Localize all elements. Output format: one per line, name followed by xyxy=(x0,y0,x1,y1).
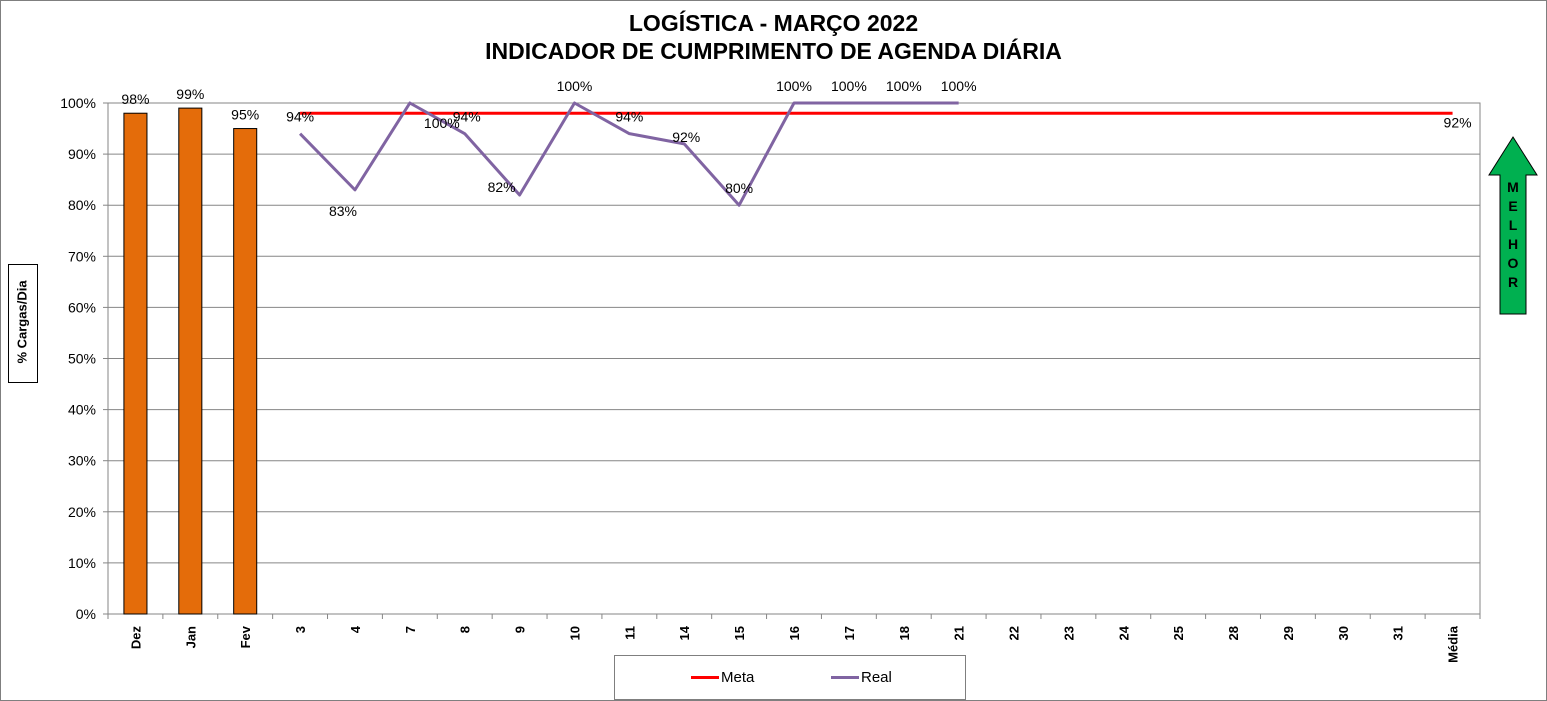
x-tick-label: 22 xyxy=(1007,626,1022,640)
y-tick-label: 100% xyxy=(60,95,96,111)
bar xyxy=(233,128,258,615)
y-tick-label: 70% xyxy=(68,248,96,264)
line-data-label: 94% xyxy=(615,109,643,125)
legend-item-meta: Meta xyxy=(691,669,754,686)
x-tick-label: 3 xyxy=(293,626,308,633)
line-data-label: 94% xyxy=(286,109,314,125)
arrow-letter: R xyxy=(1507,274,1519,290)
x-tick-label: Dez xyxy=(128,626,143,650)
line-data-label: 100% xyxy=(776,78,812,94)
y-tick-label: 10% xyxy=(68,555,96,571)
x-tick-label: Fev xyxy=(238,625,253,648)
bar-data-label: 98% xyxy=(121,91,149,107)
x-tick-label: 4 xyxy=(348,625,363,633)
arrow-letter: O xyxy=(1507,255,1519,271)
y-axis-label-box xyxy=(8,264,38,383)
x-tick-label: 25 xyxy=(1171,626,1186,640)
line-data-label: 100% xyxy=(886,78,922,94)
arrow-letter: L xyxy=(1508,217,1518,233)
y-tick-label: 30% xyxy=(68,453,96,469)
y-tick-label: 50% xyxy=(68,351,96,367)
line-data-label: 100% xyxy=(941,78,977,94)
line-data-label: 83% xyxy=(329,203,357,219)
line-data-label: 100% xyxy=(557,78,593,94)
legend-label-meta: Meta xyxy=(721,669,755,686)
y-tick-label: 80% xyxy=(68,197,96,213)
arrow-letter: M xyxy=(1507,179,1519,195)
y-tick-label: 0% xyxy=(76,606,96,622)
x-tick-label: 7 xyxy=(403,626,418,633)
x-tick-label: 11 xyxy=(622,626,637,640)
x-tick-label: 23 xyxy=(1061,626,1076,640)
x-tick-label: 10 xyxy=(567,626,582,640)
legend-item-real: Real xyxy=(831,669,892,686)
y-tick-label: 60% xyxy=(68,299,96,315)
bar xyxy=(123,112,148,615)
x-tick-label: 17 xyxy=(842,626,857,640)
line-data-label: 92% xyxy=(1444,115,1472,131)
up-arrow-icon xyxy=(1488,136,1538,315)
x-tick-label: 29 xyxy=(1281,626,1296,640)
line-data-label: 94% xyxy=(453,109,481,125)
bar xyxy=(178,107,203,615)
arrow-letter: H xyxy=(1507,236,1519,252)
x-tick-label: 24 xyxy=(1116,625,1131,640)
x-tick-label: 18 xyxy=(897,626,912,640)
x-tick-label: 15 xyxy=(732,626,747,640)
line-data-label: 80% xyxy=(725,180,753,196)
x-tick-label: Média xyxy=(1446,625,1461,663)
y-tick-label: 90% xyxy=(68,146,96,162)
x-tick-label: 16 xyxy=(787,626,802,640)
series-line-real xyxy=(299,101,959,207)
legend-swatch-real xyxy=(831,676,859,679)
y-tick-label: 40% xyxy=(68,402,96,418)
line-data-label: 100% xyxy=(831,78,867,94)
chart-title-line2: INDICADOR DE CUMPRIMENTO DE AGENDA DIÁRI… xyxy=(485,38,1062,64)
x-tick-label: 8 xyxy=(458,626,473,633)
x-tick-label: 21 xyxy=(952,626,967,640)
line-data-label: 92% xyxy=(672,129,700,145)
x-tick-label: 31 xyxy=(1391,626,1406,640)
x-tick-label: 9 xyxy=(513,626,528,633)
legend-swatch-meta xyxy=(691,676,719,679)
legend-label-real: Real xyxy=(861,669,892,686)
x-tick-label: 30 xyxy=(1336,626,1351,640)
line-data-label: 100% xyxy=(424,115,460,131)
x-tick-label: 28 xyxy=(1226,626,1241,640)
chart-title-line1: LOGÍSTICA - MARÇO 2022 xyxy=(628,10,919,36)
line-data-label: 82% xyxy=(488,179,516,195)
legend: Meta Real xyxy=(614,655,966,700)
bar-data-label: 95% xyxy=(231,107,259,123)
arrow-letter: E xyxy=(1508,198,1518,214)
y-tick-label: 20% xyxy=(68,504,96,520)
bar-data-label: 99% xyxy=(176,86,204,102)
x-tick-label: 14 xyxy=(677,625,692,640)
x-tick-label: Jan xyxy=(183,626,198,648)
